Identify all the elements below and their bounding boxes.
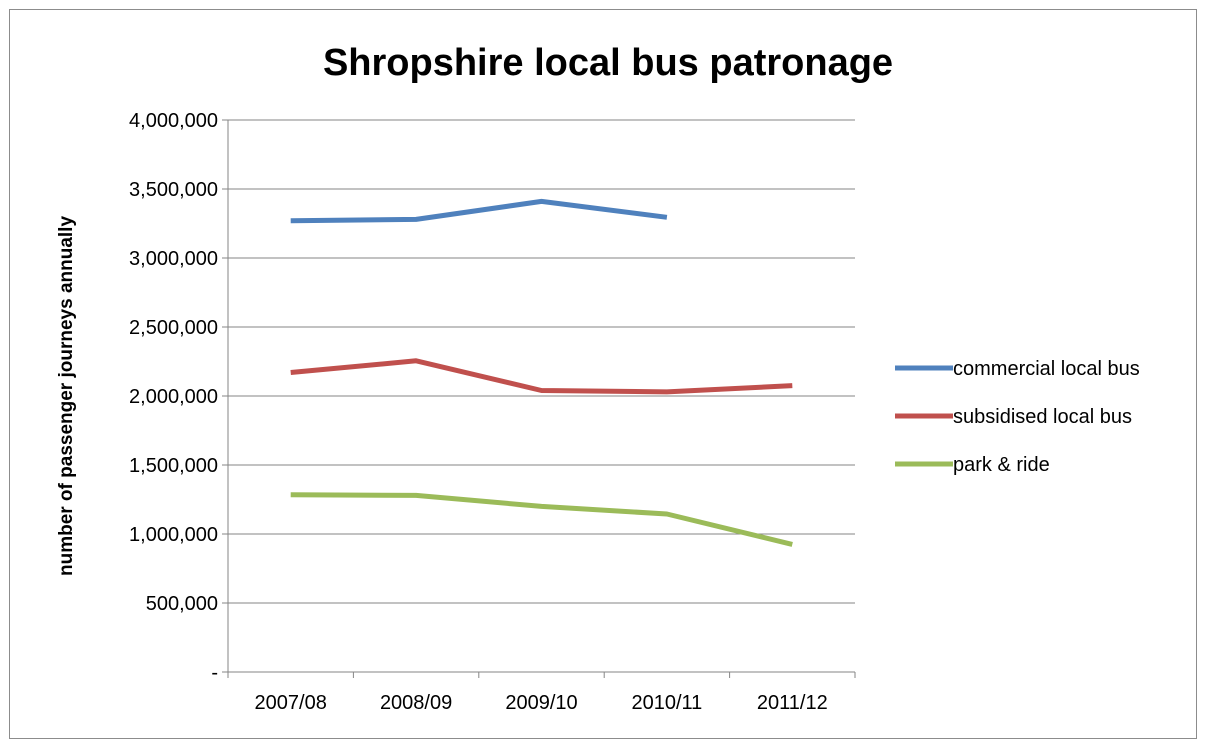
y-tick-label: 500,000 (146, 593, 218, 615)
series-line-1 (290, 358, 793, 395)
legend: commercial local bus subsidised local bus… (895, 358, 1140, 476)
series-line-0 (290, 198, 668, 224)
series-line-2 (290, 492, 793, 547)
y-tick-label: 1,500,000 (129, 455, 218, 477)
y-tick-label: 2,000,000 (129, 386, 218, 408)
legend-label: subsidised local bus (953, 406, 1132, 428)
x-tick-label: 2009/10 (505, 692, 577, 714)
y-tick-label: 3,500,000 (129, 179, 218, 201)
chart-frame (9, 9, 1197, 739)
axes (222, 119, 856, 678)
x-tick-label: 2010/11 (631, 692, 702, 714)
chart-title: Shropshire local bus patronage (323, 42, 893, 84)
tick-labels: - 500,000 1,000,000 1,500,000 2,000,000 2,500… (129, 110, 828, 714)
series-lines (290, 198, 793, 547)
y-tick-label: 2,500,000 (129, 317, 218, 339)
gridlines (228, 119, 855, 604)
x-tick-label: 2007/08 (255, 692, 327, 714)
y-tick-label: 3,000,000 (129, 248, 218, 270)
legend-label: park & ride (953, 454, 1050, 476)
y-tick-label: 1,000,000 (129, 524, 218, 546)
x-tick-label: 2011/12 (757, 692, 828, 714)
x-tick-label: 2008/09 (380, 692, 452, 714)
legend-label: commercial local bus (953, 358, 1140, 380)
y-axis-label: number of passenger journeys annually (56, 216, 77, 576)
y-tick-label: - (211, 662, 218, 684)
y-tick-label: 4,000,000 (129, 110, 218, 132)
